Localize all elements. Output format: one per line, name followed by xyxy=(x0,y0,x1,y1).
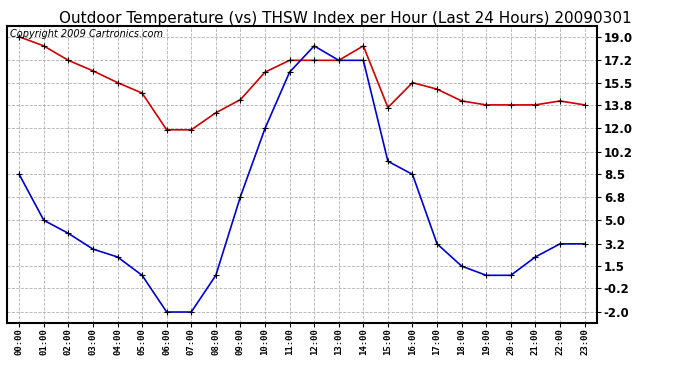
Text: Copyright 2009 Cartronics.com: Copyright 2009 Cartronics.com xyxy=(10,29,163,39)
Text: Outdoor Temperature (vs) THSW Index per Hour (Last 24 Hours) 20090301: Outdoor Temperature (vs) THSW Index per … xyxy=(59,11,631,26)
